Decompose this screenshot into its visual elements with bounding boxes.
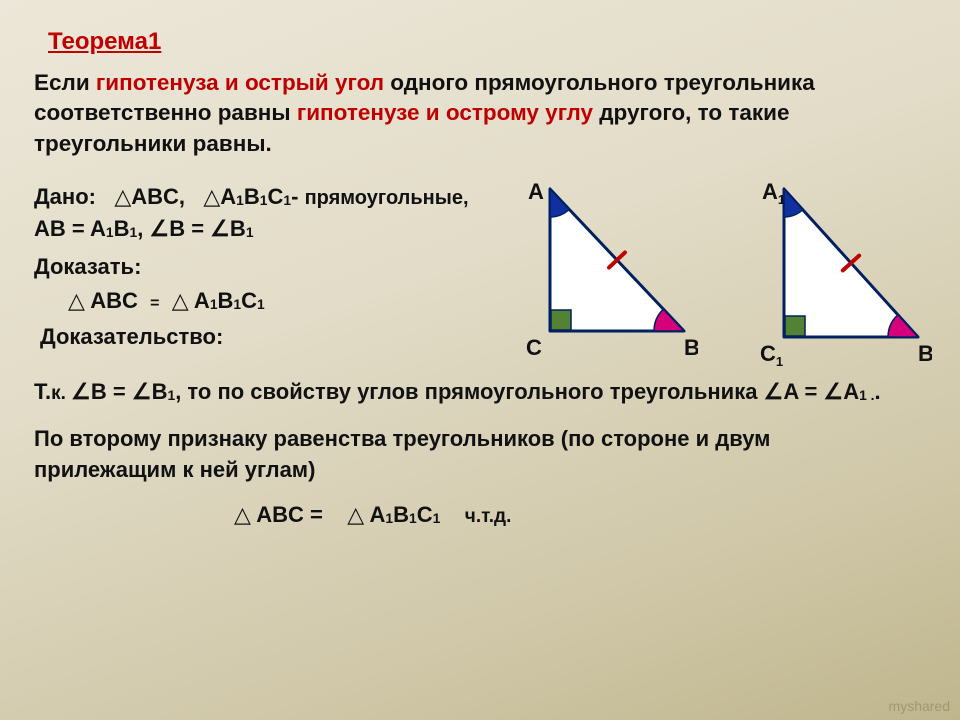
p1s2: 1 [859, 387, 867, 403]
p1g: A [843, 379, 859, 404]
figure-area: A C B A1 C1 B1 [470, 177, 932, 377]
q-lhs: ABC = [256, 502, 323, 527]
g-s3: 1 [283, 192, 291, 208]
g-a1: A [220, 184, 236, 209]
g2d: B = [169, 216, 210, 241]
p1b: к. [51, 383, 71, 404]
given-label: Дано: [34, 184, 96, 209]
p1h: . [867, 387, 875, 403]
q-tail: ч.т.д. [465, 506, 512, 527]
g2s1: 1 [106, 224, 114, 240]
pv-a: A [194, 288, 210, 313]
p1c: B = [91, 379, 132, 404]
p1i: . [875, 379, 881, 404]
svg-text:A: A [528, 181, 544, 204]
svg-text:C1: C1 [760, 341, 783, 369]
proof-step-2: По второму признаку равенства треугольни… [34, 424, 906, 486]
watermark: myshared [889, 698, 950, 714]
g2s3: 1 [246, 224, 254, 240]
proof-label: Доказательство: [40, 321, 470, 353]
given-block: Дано: △ABC, △A1B1C1- прямоугольные, AB =… [34, 177, 470, 371]
svg-text:B1: B1 [918, 341, 932, 369]
stmt-p1: Если [34, 70, 96, 95]
triangle-a1b1c1: A1 C1 B1 [704, 181, 932, 377]
p1a: Т. [34, 379, 51, 404]
triangle-abc: A C B [470, 181, 698, 369]
q-c: C [417, 502, 433, 527]
svg-text:B: B [684, 335, 698, 360]
theorem-statement: Если гипотенуза и острый угол одного пря… [34, 68, 916, 159]
g-rect: прямоугольные, [305, 187, 469, 209]
p1e: , то по свойству углов прямоугольного тр… [175, 379, 763, 404]
g2c: , [137, 216, 149, 241]
g-b1: B [244, 184, 260, 209]
qed-line: △ ABC = △ A1B1C1 ч.т.д. [234, 502, 926, 528]
q-a: A [370, 502, 386, 527]
g-c1: C [268, 184, 284, 209]
svg-text:A1: A1 [762, 181, 785, 207]
q-s2: 1 [409, 510, 417, 526]
q-b: B [393, 502, 409, 527]
g2a: AB = A [34, 216, 106, 241]
g-s1: 1 [236, 192, 244, 208]
pv-s2: 1 [233, 296, 241, 312]
pv-s1: 1 [210, 296, 218, 312]
theorem-title: Теорема1 [48, 28, 926, 56]
pv-s3: 1 [257, 296, 265, 312]
p1d: B [152, 379, 168, 404]
q-s3: 1 [433, 510, 441, 526]
prove-label: Доказать: [34, 251, 470, 283]
g-dash: - [291, 184, 304, 209]
pv-b: B [218, 288, 234, 313]
p1f: A = [783, 379, 823, 404]
proof-step-1: Т.к. ∠B = ∠B1, то по свойству углов прям… [34, 377, 906, 408]
stmt-h2: гипотенузе и острому углу [297, 100, 593, 125]
g2b: B [114, 216, 130, 241]
stmt-h1: гипотенуза и острый угол [96, 70, 384, 95]
prove-line: △ ABC = △ A1B1C1 [68, 285, 470, 317]
pv-lhs: ABC [90, 288, 138, 313]
pv-eq: = [150, 295, 159, 312]
g-s2: 1 [260, 192, 268, 208]
g-abc: ABC, [131, 184, 185, 209]
svg-text:C: C [526, 335, 542, 360]
q-s1: 1 [385, 510, 393, 526]
pv-c: C [241, 288, 257, 313]
g2e: B [230, 216, 246, 241]
